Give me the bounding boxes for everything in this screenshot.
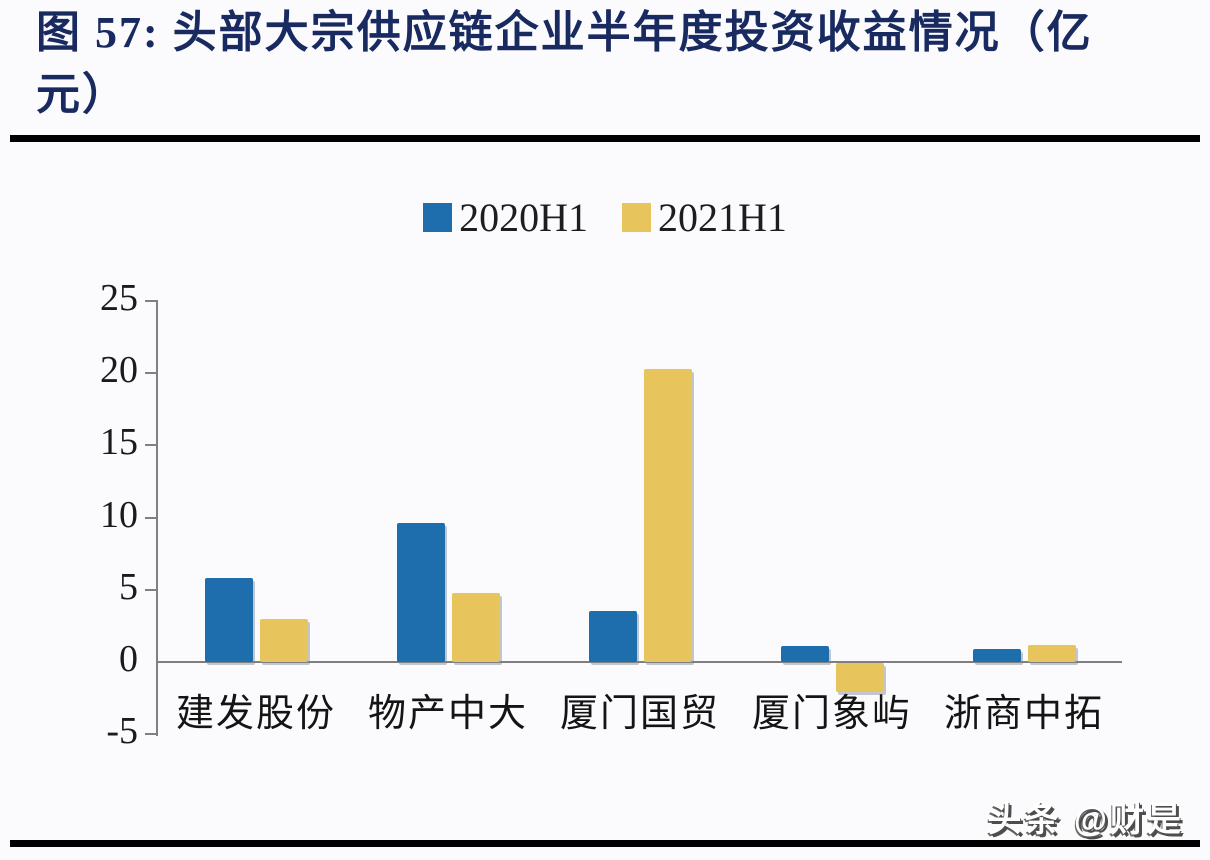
legend-label-2021h1: 2021H1 <box>658 194 787 240</box>
y-axis-tick-label: 0 <box>119 638 138 680</box>
x-axis-category-label: 物产中大 <box>367 693 528 735</box>
x-axis-category-label: 建发股份 <box>175 693 336 735</box>
bar-2020h1-厦门象屿 <box>781 646 829 662</box>
legend-label-2020h1: 2020H1 <box>459 194 588 240</box>
title-divider <box>10 135 1200 142</box>
legend-swatch-2021h1 <box>622 202 651 232</box>
y-axis-tick-label: 20 <box>100 349 138 392</box>
bar-2021h1-建发股份 <box>260 618 308 662</box>
bar-2020h1-建发股份 <box>205 578 253 662</box>
x-axis-category-label: 厦门国贸 <box>559 693 720 735</box>
y-axis-tick-label: 15 <box>100 421 138 464</box>
bar-2020h1-厦门国贸 <box>589 611 637 662</box>
y-axis-tick-label: 5 <box>119 565 138 608</box>
y-axis-tick-mark <box>145 733 157 736</box>
bar-2021h1-浙商中拓 <box>1028 644 1076 662</box>
legend-swatch-2020h1 <box>423 202 453 232</box>
x-axis-category-label: 厦门象屿 <box>751 693 912 735</box>
y-axis-tick-label: 10 <box>100 493 138 536</box>
y-axis-tick-label: -5 <box>106 710 138 753</box>
y-axis-tick-label: 25 <box>100 277 138 319</box>
chart-legend: 2020H1 2021H1 <box>0 194 1210 241</box>
bar-2020h1-物产中大 <box>397 523 445 662</box>
y-axis-tick-mark <box>145 516 157 519</box>
legend-item-2020h1: 2020H1 <box>423 194 588 241</box>
bar-2020h1-浙商中拓 <box>973 649 1021 662</box>
y-axis-tick-mark <box>145 444 157 447</box>
x-axis-line <box>157 661 1122 663</box>
legend-item-2021h1: 2021H1 <box>622 194 787 241</box>
bottom-divider <box>10 840 1200 847</box>
bar-2021h1-厦门象屿 <box>836 663 884 692</box>
x-axis-category-label: 浙商中拓 <box>943 693 1104 735</box>
watermark: 头条 @财是 <box>987 801 1184 839</box>
figure-title: 图 57: 头部大宗供应链企业半年度投资收益情况（亿元） <box>36 8 1093 119</box>
y-axis-line <box>156 300 158 736</box>
y-axis-tick-mark <box>145 300 157 302</box>
y-axis-tick-mark <box>145 372 157 375</box>
bar-2021h1-厦门国贸 <box>644 368 692 662</box>
y-axis-tick-mark <box>145 588 157 591</box>
bar-2021h1-物产中大 <box>452 592 500 662</box>
